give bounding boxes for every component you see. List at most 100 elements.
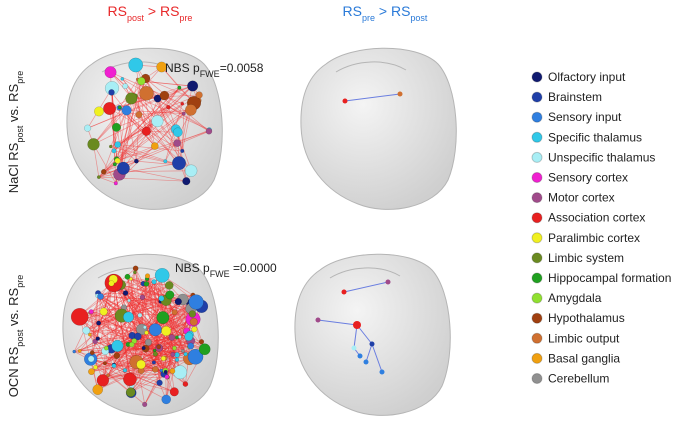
node [131,338,138,344]
legend-label: Limbic system [548,251,624,265]
legend-swatch [531,312,543,324]
edge [91,281,155,313]
node [165,290,175,300]
edge [130,359,178,393]
node [141,126,152,136]
edge [127,276,146,349]
edge [97,292,196,358]
node [182,381,189,387]
node [164,374,170,380]
edge [98,162,180,178]
node [191,326,198,333]
edge [176,347,202,356]
node [166,104,171,110]
node [108,280,115,287]
node [357,353,363,359]
edge [166,359,178,378]
edge [136,346,190,363]
edge [95,341,154,363]
edge [133,340,166,371]
edge [116,318,194,356]
node [123,372,137,387]
node [188,294,204,310]
node [174,297,182,306]
edge [113,337,173,367]
edge [98,285,170,324]
edge [146,87,180,132]
node [117,105,122,110]
node [342,98,348,104]
edge [118,107,124,169]
edge [121,304,190,316]
edge [95,279,114,368]
edge [144,348,175,405]
legend-swatch [531,332,543,344]
edge [128,272,136,318]
edge [98,95,165,178]
edge [130,313,193,393]
edge [112,279,131,380]
edge [97,292,131,380]
node [133,158,139,164]
edge [112,279,133,387]
edge [167,337,173,378]
subscript: post [127,13,145,23]
edge [114,87,180,165]
edge [166,336,181,377]
node [121,105,132,116]
node [182,177,191,186]
edge [168,106,184,114]
edge [122,78,158,122]
edge [344,93,401,102]
edge [97,296,101,339]
edge [95,355,117,368]
node [96,320,102,326]
node [161,394,172,405]
edge [107,275,160,376]
legend-swatch [531,272,543,284]
node [133,270,137,275]
edge [86,278,148,331]
legend: Olfactory input Brainstem Sensory input Spe… [531,70,671,386]
legend-label: Hippocampal formation [548,271,671,285]
node [103,102,117,115]
node [122,368,128,373]
node [77,349,82,353]
node [180,148,185,153]
node [156,61,168,73]
node [369,341,375,347]
subscript: pre [362,13,375,23]
edge [113,282,159,348]
edge [111,92,156,147]
node [172,127,183,138]
node [132,265,139,272]
legend-swatch [531,172,543,183]
edge [133,340,166,373]
node [127,298,131,303]
node [156,379,163,386]
legend-label: Cerebellum [548,372,609,386]
row-label: OCN RSpost vs. RSpre [6,275,25,398]
node [189,317,198,326]
legend-swatch [531,111,543,123]
node [205,127,213,135]
edge [137,79,140,115]
node [137,312,143,318]
edge [79,294,194,316]
edge [117,145,155,162]
node [108,89,115,96]
edge [93,106,169,145]
subscript: post [410,13,428,23]
edge [79,317,164,352]
node [124,273,131,280]
node [114,141,121,148]
legend-label: Specific thalamus [548,130,642,144]
brain [294,253,451,416]
legend-label: Amygdala [548,291,602,305]
edge [86,296,143,331]
edge [155,329,165,375]
edge [97,295,141,316]
edge [117,103,183,145]
node [70,307,89,326]
